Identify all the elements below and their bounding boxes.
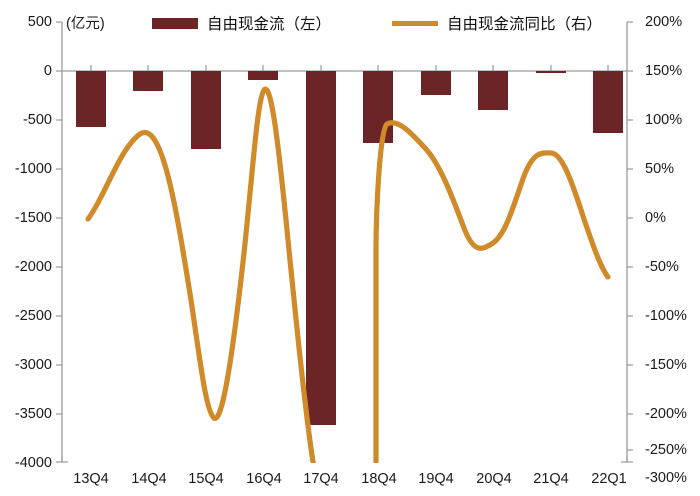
axis-corner-marks	[61, 456, 628, 463]
y-right-tick-6: -100%	[645, 308, 687, 324]
line-series	[85, 86, 611, 463]
legend-line-swatch-icon	[392, 20, 438, 26]
y-left-tick-7: -3000	[14, 357, 52, 373]
y-axis-unit-label: (亿元)	[66, 16, 105, 32]
y-right-tick-7: -150%	[645, 357, 687, 373]
y-right-tick-9: -250%	[645, 442, 687, 458]
right-axis-ticks	[627, 21, 633, 463]
y-left-tick-3: -1000	[14, 161, 52, 177]
bar-16Q4	[248, 71, 278, 80]
y-left-tick-9: -4000	[14, 455, 52, 471]
legend-item-line: 自由现金流同比（右）	[392, 12, 602, 34]
x-axis-ticks	[90, 65, 609, 71]
bar-19Q4	[421, 71, 451, 95]
bar-22Q1	[593, 71, 623, 133]
bar-15Q4	[191, 71, 221, 149]
x-tick-15Q4: 15Q4	[188, 471, 224, 487]
y-right-tick-4: 0%	[645, 210, 666, 226]
y-left-tick-5: -2000	[14, 259, 52, 275]
x-tick-16Q4: 16Q4	[246, 471, 282, 487]
legend-label-line: 自由现金流同比（右）	[447, 16, 603, 33]
left-axis-ticks	[56, 21, 62, 463]
y-left-tick-0: 500	[27, 14, 52, 30]
x-tick-14Q4: 14Q4	[131, 471, 167, 487]
line-segment-1	[85, 86, 316, 463]
x-tick-19Q4: 19Q4	[418, 471, 454, 487]
line-segment-2	[373, 120, 611, 463]
bar-20Q4	[478, 71, 508, 110]
y-right-tick-10: -300%	[645, 470, 687, 486]
bar-17Q4	[306, 71, 336, 425]
x-tick-21Q4: 21Q4	[533, 471, 569, 487]
y-left-tick-1: 0	[43, 63, 52, 79]
bar-series	[76, 71, 623, 425]
y-left-tick-4: -1500	[14, 210, 52, 226]
legend-bar-swatch-icon	[152, 17, 198, 29]
x-tick-20Q4: 20Q4	[476, 471, 512, 487]
y-left-tick-2: -500	[22, 112, 52, 128]
x-tick-17Q4: 17Q4	[303, 471, 339, 487]
y-right-tick-3: 50%	[645, 161, 675, 177]
y-left-tick-6: -2500	[14, 308, 52, 324]
y-left-tick-8: -3500	[14, 406, 52, 422]
y-right-tick-8: -200%	[645, 406, 687, 422]
y-right-tick-2: 100%	[645, 112, 683, 128]
y-right-tick-0: 200%	[645, 14, 683, 30]
x-tick-13Q4: 13Q4	[73, 471, 109, 487]
y-right-tick-5: -50%	[645, 259, 679, 275]
bar-18Q4	[363, 71, 393, 143]
legend-item-bars: 自由现金流（左）	[152, 12, 331, 34]
x-tick-18Q4: 18Q4	[361, 471, 397, 487]
bar-21Q4	[536, 71, 566, 73]
x-tick-22Q1: 22Q1	[591, 471, 627, 487]
y-right-tick-1: 150%	[645, 63, 683, 79]
legend-label-bars: 自由现金流（左）	[207, 16, 332, 33]
bar-13Q4	[76, 71, 106, 127]
bar-14Q4	[133, 71, 163, 91]
